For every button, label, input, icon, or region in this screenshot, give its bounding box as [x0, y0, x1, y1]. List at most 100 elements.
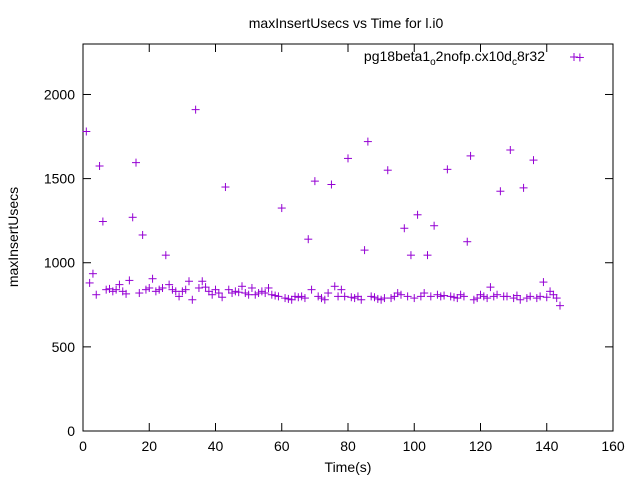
data-point [238, 282, 246, 291]
data-point [459, 292, 468, 301]
data-point [503, 292, 511, 301]
data-point [294, 293, 303, 302]
data-point [277, 204, 286, 213]
legend-label-part: 2nofp.cx10d [436, 48, 512, 64]
data-point [516, 295, 525, 304]
y-tick-label: 1500 [44, 171, 75, 187]
data-point [443, 165, 452, 174]
data-point [469, 295, 478, 304]
data-point [155, 285, 164, 294]
y-tick-label: 2000 [44, 86, 75, 102]
data-point [135, 289, 144, 298]
chart-title: maxInsertUsecs vs Time for l.i0 [249, 15, 444, 31]
y-axis-ticks [83, 93, 613, 432]
data-point [426, 292, 435, 301]
x-tick-label: 40 [208, 438, 224, 454]
data-point [436, 292, 445, 301]
data-point [128, 213, 137, 222]
y-tick-label: 1000 [44, 255, 75, 271]
data-point [168, 285, 177, 294]
legend-label-part: 8r32 [517, 48, 545, 64]
data-point [347, 293, 356, 302]
data-point [261, 289, 270, 298]
data-point [330, 282, 339, 291]
data-point [122, 289, 131, 298]
y-axis-tick-labels: 0 500 1000 1500 2000 [44, 86, 75, 439]
x-tick-label: 60 [274, 438, 290, 454]
y-tick-label: 0 [67, 423, 75, 439]
data-point [125, 276, 134, 285]
data-point [575, 53, 584, 62]
data-point [327, 180, 336, 189]
data-point [175, 292, 184, 301]
data-point [476, 290, 485, 299]
data-point [536, 292, 545, 301]
legend-label: pg18beta1o2nofp.cx10dc8r32 [364, 48, 545, 68]
data-point [247, 283, 256, 292]
data-point [463, 237, 472, 246]
data-point [320, 295, 329, 304]
data-point [526, 292, 535, 301]
data-point [274, 292, 283, 301]
data-point [141, 285, 150, 294]
data-point [522, 294, 531, 303]
data-point [304, 235, 313, 244]
x-tick-label: 80 [340, 438, 356, 454]
data-point [453, 294, 462, 303]
data-point [340, 292, 349, 301]
data-point [108, 287, 117, 296]
legend-label-subscript: c [512, 57, 517, 68]
data-point [85, 278, 94, 287]
legend: pg18beta1o2nofp.cx10dc8r32 [364, 48, 578, 68]
plot-area-frame [82, 43, 614, 432]
x-axis-tick-labels: 0 20 40 60 80 100 120 140 160 [79, 438, 625, 454]
data-point [221, 183, 230, 192]
data-point [98, 217, 107, 226]
x-axis-ticks [82, 44, 614, 431]
data-point [337, 285, 346, 294]
data-point [204, 287, 213, 296]
data-point [413, 210, 422, 219]
y-tick-label: 500 [52, 339, 76, 355]
data-point [556, 301, 564, 310]
data-point [310, 177, 319, 186]
x-tick-label: 160 [601, 438, 625, 454]
x-tick-label: 20 [141, 438, 157, 454]
x-tick-label: 140 [535, 438, 559, 454]
data-point [178, 287, 187, 296]
data-point [234, 288, 243, 297]
data-point [416, 292, 425, 301]
data-point [393, 289, 402, 298]
data-point [214, 289, 223, 298]
data-point [367, 292, 376, 301]
data-point [360, 246, 369, 255]
data-point [208, 290, 217, 299]
x-tick-label: 0 [79, 438, 87, 454]
data-point [264, 283, 273, 292]
data-point [188, 295, 197, 304]
x-axis-label: Time(s) [325, 459, 372, 475]
data-point [241, 289, 250, 298]
series-points [82, 53, 584, 310]
data-point [267, 290, 276, 299]
data-point [410, 294, 419, 303]
data-point [324, 289, 333, 298]
data-point [297, 292, 306, 301]
data-point [191, 105, 200, 114]
data-point [397, 290, 405, 299]
data-point [377, 295, 386, 304]
data-point [390, 292, 399, 301]
data-point [539, 278, 548, 287]
data-point [400, 224, 409, 233]
data-point [198, 277, 207, 286]
data-point [406, 251, 415, 260]
data-point [92, 290, 101, 299]
data-point [148, 274, 157, 283]
data-point [542, 293, 551, 302]
data-point [112, 285, 121, 294]
data-point [165, 280, 174, 289]
data-point [300, 294, 309, 303]
data-point [158, 283, 167, 292]
data-point [231, 287, 240, 296]
data-point [486, 283, 495, 292]
